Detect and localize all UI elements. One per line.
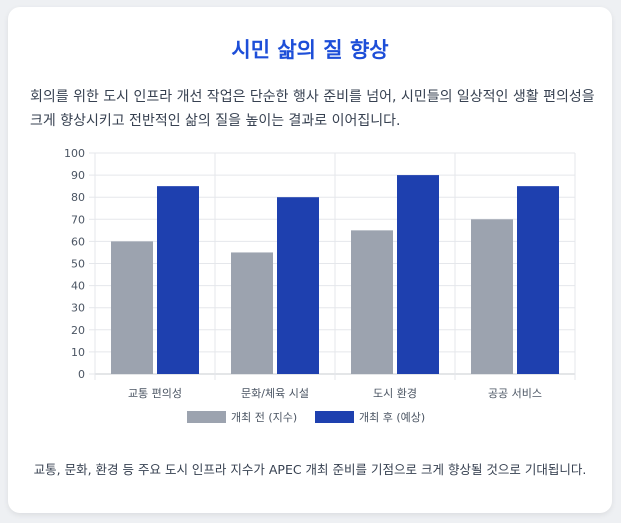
- y-tick-label: 70: [71, 213, 85, 226]
- legend-label: 개최 후 (예상): [359, 411, 425, 424]
- legend-label: 개최 전 (지수): [231, 411, 297, 424]
- y-tick-label: 30: [71, 302, 85, 315]
- axis-labels: 0 10 20 30 40 50 60 70 80 90 100 교통 편의성 문화/체육 시설 도시 환…: [64, 147, 542, 400]
- content-card: 시민 삶의 질 향상 회의를 위한 도시 인프라 개선 작업은 단순한 행사 준…: [8, 7, 612, 513]
- y-tick-label: 80: [71, 191, 85, 204]
- bar-after: [517, 186, 559, 374]
- bar-before: [111, 241, 153, 374]
- footer-note: 교통, 문화, 환경 등 주요 도시 인프라 지수가 APEC 개최 준비를 기…: [33, 462, 587, 477]
- bars: [111, 175, 559, 374]
- x-tick-label: 교통 편의성: [128, 387, 182, 400]
- legend-swatch: [187, 411, 226, 423]
- y-tick-label: 40: [71, 280, 85, 293]
- x-tick-label: 도시 환경: [373, 387, 417, 400]
- y-tick-label: 0: [78, 368, 85, 381]
- y-tick-label: 100: [64, 147, 85, 160]
- legend: 개최 전 (지수) 개최 후 (예상): [187, 411, 425, 424]
- y-tick-label: 20: [71, 324, 85, 337]
- bar-before: [471, 219, 513, 374]
- page-title: 시민 삶의 질 향상: [231, 38, 389, 62]
- bar-before: [351, 230, 393, 374]
- x-tick-label: 문화/체육 시설: [241, 387, 309, 400]
- bar-after: [397, 175, 439, 374]
- y-tick-label: 90: [71, 169, 85, 182]
- y-tick-label: 50: [71, 258, 85, 271]
- y-tick-label: 60: [71, 235, 85, 248]
- intro-paragraph: 회의를 위한 도시 인프라 개선 작업은 단순한 행사 준비를 넘어, 시민들의…: [30, 89, 595, 129]
- bar-before: [231, 252, 273, 374]
- bar-after: [157, 186, 199, 374]
- bar-after: [277, 197, 319, 374]
- legend-swatch: [315, 411, 354, 423]
- bar-chart: 0 10 20 30 40 50 60 70 80 90 100 교통 편의성 문화/체육 시설 도시 환…: [64, 147, 576, 424]
- y-tick-label: 10: [71, 346, 85, 359]
- x-tick-label: 공공 서비스: [488, 387, 542, 400]
